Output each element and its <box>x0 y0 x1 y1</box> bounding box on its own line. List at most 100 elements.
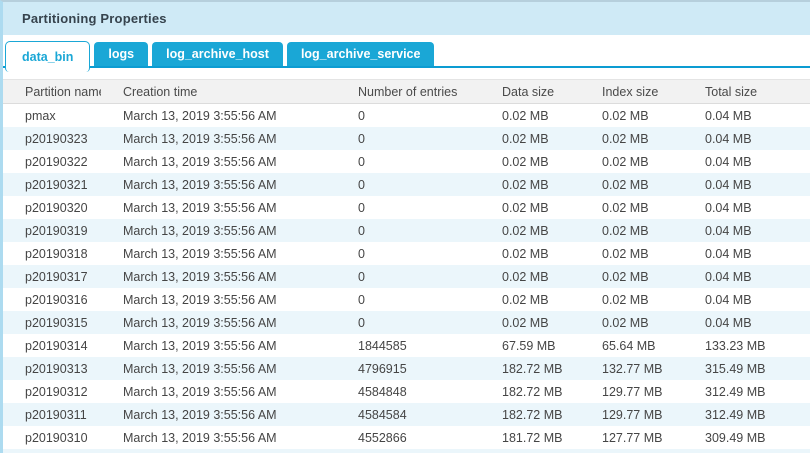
cell-index-size: 132.77 MB <box>602 361 663 376</box>
table-row: p20190321 March 13, 2019 3:55:56 AM 0 0.02 … <box>3 173 810 196</box>
table-row: p20190311 March 13, 2019 3:55:56 AM 458458… <box>3 403 810 426</box>
cell-index-size: 129.77 MB <box>602 407 663 422</box>
cell-partition-name: p20190314 <box>25 338 88 353</box>
tab-data_bin[interactable]: data_bin <box>5 41 91 72</box>
cell-total-size: 0.04 MB <box>705 131 752 146</box>
cell-partition-name: p20190322 <box>25 154 88 169</box>
cell-data-size: 182.72 MB <box>502 384 563 399</box>
cell-total-size: 0.04 MB <box>705 315 752 330</box>
panel-title: Partitioning Properties <box>22 11 167 26</box>
panel-header: Partitioning Properties <box>3 2 810 35</box>
cell-data-size: 181.72 MB <box>502 430 563 445</box>
cell-data-size: 0.02 MB <box>502 131 549 146</box>
table-row: p20190316 March 13, 2019 3:55:56 AM 0 0.02 … <box>3 288 810 311</box>
cell-creation-time: March 13, 2019 3:55:56 AM <box>123 108 277 123</box>
cell-creation-time: March 13, 2019 3:55:56 AM <box>123 315 277 330</box>
cell-creation-time: March 13, 2019 3:55:56 AM <box>123 131 277 146</box>
cell-total-size: 309.49 MB <box>705 430 766 445</box>
cell-total-size: 0.04 MB <box>705 108 752 123</box>
table-row: pmax March 13, 2019 3:55:56 AM 0 0.02 MB 0.0… <box>3 104 810 127</box>
cell-index-size: 0.02 MB <box>602 108 649 123</box>
cell-number-of-entries: 0 <box>358 200 365 215</box>
cell-number-of-entries: 0 <box>358 154 365 169</box>
cell-partition-name: p20190320 <box>25 200 88 215</box>
cell-partition-name: p20190318 <box>25 246 88 261</box>
cell-index-size: 0.02 MB <box>602 315 649 330</box>
cell-data-size: 0.02 MB <box>502 315 549 330</box>
cell-index-size: 0.02 MB <box>602 269 649 284</box>
tab-logs[interactable]: logs <box>94 42 149 66</box>
cell-creation-time: March 13, 2019 3:55:56 AM <box>123 384 277 399</box>
cell-creation-time: March 13, 2019 3:55:56 AM <box>123 338 277 353</box>
cell-partition-name: p20190312 <box>25 384 88 399</box>
partitions-table: Partition name Creation time Number of ent… <box>3 79 810 453</box>
cell-data-size: 67.59 MB <box>502 338 556 353</box>
cell-data-size: 0.02 MB <box>502 246 549 261</box>
cell-partition-name: p20190313 <box>25 361 88 376</box>
cell-number-of-entries: 0 <box>358 315 365 330</box>
cell-data-size: 0.02 MB <box>502 154 549 169</box>
cell-creation-time: March 13, 2019 3:55:56 AM <box>123 269 277 284</box>
table-row: p20190319 March 13, 2019 3:55:56 AM 0 0.02 … <box>3 219 810 242</box>
cell-creation-time: March 13, 2019 3:55:56 AM <box>123 246 277 261</box>
tab-log_archive_service[interactable]: log_archive_service <box>286 42 435 66</box>
cell-creation-time: March 13, 2019 3:55:56 AM <box>123 154 277 169</box>
cell-number-of-entries: 0 <box>358 108 365 123</box>
column-header-partition-name: Partition name <box>25 84 101 99</box>
cell-data-size: 182.72 MB <box>502 407 563 422</box>
tab-bar: data_bin logs log_archive_host log_archive_… <box>3 35 810 72</box>
cell-number-of-entries: 0 <box>358 269 365 284</box>
table-row: p20190320 March 13, 2019 3:55:56 AM 0 0.02 … <box>3 196 810 219</box>
cell-number-of-entries: 0 <box>358 131 365 146</box>
cell-creation-time: March 13, 2019 3:55:56 AM <box>123 430 277 445</box>
cell-number-of-entries: 4796915 <box>358 361 407 376</box>
cell-index-size: 0.02 MB <box>602 292 649 307</box>
cell-index-size: 0.02 MB <box>602 223 649 238</box>
cell-total-size: 133.23 MB <box>705 338 766 353</box>
tab-log_archive_host[interactable]: log_archive_host <box>152 42 283 66</box>
cell-data-size: 182.72 MB <box>502 361 563 376</box>
cell-index-size: 127.77 MB <box>602 430 663 445</box>
cell-creation-time: March 13, 2019 3:55:56 AM <box>123 177 277 192</box>
cell-data-size: 0.02 MB <box>502 108 549 123</box>
cell-creation-time: March 13, 2019 3:55:56 AM <box>123 223 277 238</box>
cell-partition-name: p20190321 <box>25 177 88 192</box>
cell-partition-name: p20190323 <box>25 131 88 146</box>
cell-number-of-entries: 0 <box>358 246 365 261</box>
cell-number-of-entries: 1844585 <box>358 338 407 353</box>
cell-creation-time: March 13, 2019 3:55:56 AM <box>123 292 277 307</box>
cell-partition-name: p20190311 <box>25 407 87 422</box>
cell-creation-time: March 13, 2019 3:55:56 AM <box>123 407 277 422</box>
table-row: p20190318 March 13, 2019 3:55:56 AM 0 0.02 … <box>3 242 810 265</box>
cell-partition-name: p20190316 <box>25 292 88 307</box>
cell-index-size: 0.02 MB <box>602 200 649 215</box>
table-row: p20190314 March 13, 2019 3:55:56 AM 184458… <box>3 334 810 357</box>
table-row-partial <box>3 449 810 453</box>
cell-total-size: 315.49 MB <box>705 361 766 376</box>
cell-partition-name: p20190319 <box>25 223 88 238</box>
column-header-creation-time: Creation time <box>123 84 198 99</box>
cell-index-size: 0.02 MB <box>602 177 649 192</box>
cell-total-size: 312.49 MB <box>705 407 766 422</box>
column-header-data-size: Data size <box>502 84 555 99</box>
cell-index-size: 65.64 MB <box>602 338 656 353</box>
table-row: p20190312 March 13, 2019 3:55:56 AM 458484… <box>3 380 810 403</box>
cell-partition-name: p20190310 <box>25 430 88 445</box>
cell-total-size: 0.04 MB <box>705 154 752 169</box>
column-header-number-of-entries: Number of entries <box>358 84 458 99</box>
cell-index-size: 129.77 MB <box>602 384 663 399</box>
cell-data-size: 0.02 MB <box>502 200 549 215</box>
cell-partition-name: p20190315 <box>25 315 88 330</box>
cell-total-size: 0.04 MB <box>705 200 752 215</box>
cell-number-of-entries: 4552866 <box>358 430 407 445</box>
cell-index-size: 0.02 MB <box>602 246 649 261</box>
cell-number-of-entries: 4584584 <box>358 407 407 422</box>
cell-number-of-entries: 4584848 <box>358 384 407 399</box>
cell-partition-name: pmax <box>25 108 56 123</box>
cell-data-size: 0.02 MB <box>502 223 549 238</box>
column-header-index-size: Index size <box>602 84 659 99</box>
cell-total-size: 0.04 MB <box>705 292 752 307</box>
table-body: pmax March 13, 2019 3:55:56 AM 0 0.02 MB 0.0… <box>3 104 810 453</box>
cell-total-size: 0.04 MB <box>705 177 752 192</box>
cell-index-size: 0.02 MB <box>602 131 649 146</box>
